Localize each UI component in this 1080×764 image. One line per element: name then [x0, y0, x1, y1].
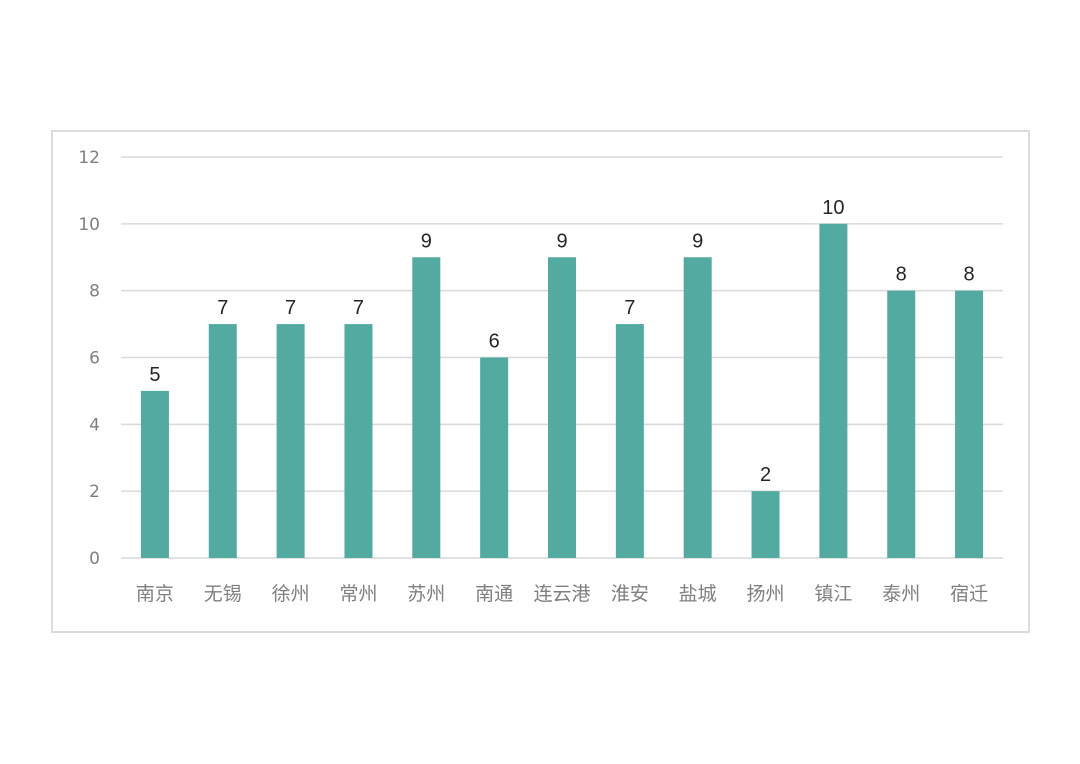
data-label: 2 — [760, 464, 771, 486]
data-label: 7 — [353, 297, 364, 319]
x-category-label: 苏州 — [407, 583, 445, 605]
data-label: 9 — [556, 230, 567, 252]
y-tick-label: 0 — [89, 549, 100, 569]
x-category-label: 盐城 — [679, 583, 717, 605]
x-category-label: 无锡 — [204, 583, 242, 605]
data-labels: 5 7 7 7 9 6 9 7 9 2 10 8 8 — [149, 197, 974, 486]
y-axis-ticks: 0 2 4 6 8 10 12 — [78, 148, 100, 569]
x-category-label: 宿迁 — [950, 583, 988, 605]
y-tick-label: 4 — [89, 415, 100, 435]
bar — [683, 257, 712, 558]
x-category-label: 南京 — [136, 583, 174, 605]
y-tick-label: 8 — [89, 282, 100, 302]
data-label: 8 — [896, 264, 907, 286]
data-label: 5 — [149, 364, 160, 386]
x-category-label: 泰州 — [882, 583, 920, 605]
y-tick-label: 2 — [89, 482, 100, 502]
x-axis-categories: 南京 无锡 徐州 常州 苏州 南通 连云港 淮安 盐城 扬州 镇江 泰州 宿迁 — [136, 583, 988, 605]
y-tick-label: 12 — [78, 148, 100, 168]
bar — [480, 357, 509, 558]
bar — [887, 290, 916, 558]
bar — [140, 390, 169, 558]
data-label: 10 — [822, 197, 844, 219]
data-label: 6 — [489, 331, 500, 353]
bar — [819, 223, 848, 559]
x-category-label: 徐州 — [272, 583, 310, 605]
y-tick-label: 6 — [89, 349, 100, 369]
bar — [344, 324, 373, 558]
data-label: 7 — [217, 297, 228, 319]
data-label: 9 — [692, 230, 703, 252]
data-label: 9 — [421, 230, 432, 252]
x-category-label: 淮安 — [611, 583, 649, 605]
bar — [955, 290, 984, 558]
data-label: 7 — [285, 297, 296, 319]
x-category-label: 镇江 — [814, 583, 852, 605]
x-category-label: 连云港 — [533, 583, 590, 605]
x-category-label: 扬州 — [747, 583, 785, 605]
bar — [751, 491, 780, 558]
bars — [140, 223, 984, 559]
data-label: 8 — [964, 264, 975, 286]
y-tick-label: 10 — [78, 215, 100, 235]
data-label: 7 — [624, 297, 635, 319]
x-category-label: 南通 — [475, 583, 513, 605]
bar — [276, 324, 305, 558]
bar — [412, 257, 441, 558]
bar — [548, 257, 576, 558]
bar — [615, 324, 644, 558]
bar — [208, 324, 237, 558]
x-category-label: 常州 — [339, 583, 377, 605]
